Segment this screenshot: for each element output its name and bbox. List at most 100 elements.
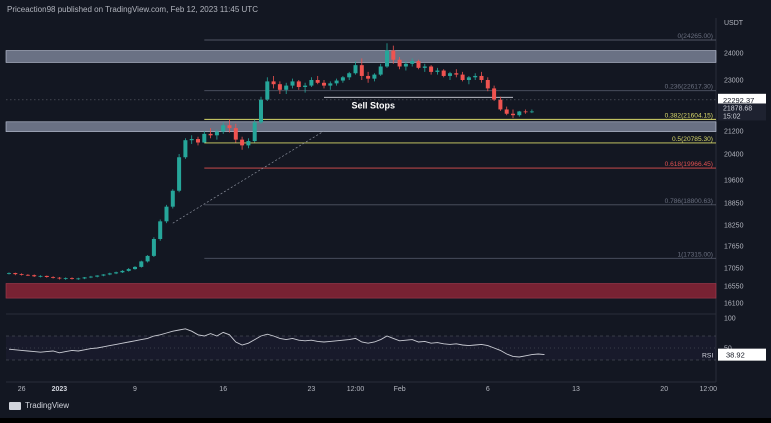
candle-body [196, 139, 200, 143]
candle-body [359, 65, 364, 76]
candle-body [189, 139, 194, 141]
candle-body [70, 278, 74, 279]
candle-body [120, 270, 125, 273]
candle-body [441, 70, 446, 76]
price-axis-tick: 19600 [724, 178, 744, 185]
publisher-header: Priceaction98 published on TradingView.c… [7, 5, 258, 14]
candle-body [347, 73, 352, 78]
bar-countdown-label: 15:02 [723, 113, 741, 120]
candle-body [303, 85, 308, 87]
candle-body [271, 81, 276, 85]
candle-body [82, 277, 87, 279]
candle-body [133, 266, 137, 270]
last-close-label: 21878.68 [723, 105, 752, 112]
candle-body [57, 277, 62, 279]
candle-body [429, 66, 434, 72]
price-axis-unit: USDT [724, 20, 744, 27]
price-axis-tick: 18250 [724, 223, 744, 230]
time-axis-tick: 23 [308, 386, 316, 393]
price-axis-tick: 21200 [724, 129, 744, 136]
candle-body [240, 139, 245, 146]
fib-level-label: 0.236(22617.30) [665, 84, 713, 91]
time-axis-tick: 2023 [52, 386, 68, 393]
current-price-label: 22292.37 [723, 96, 754, 105]
rsi-axis-tick: 100 [724, 316, 736, 323]
fib-level-label: 0.618(19966.45) [665, 161, 713, 168]
candle-body [88, 276, 93, 278]
candle-body [529, 111, 534, 113]
resistance-zone [5, 50, 717, 63]
candle-body [63, 278, 68, 279]
price-axis-tick: 23000 [724, 78, 744, 85]
time-axis-tick: 26 [18, 386, 26, 393]
candle-body [511, 113, 515, 116]
time-axis-tick: 20 [660, 386, 668, 393]
candle-body [38, 275, 43, 277]
candle-body [246, 141, 251, 146]
candle-body [410, 61, 415, 64]
candle-body [517, 111, 522, 116]
current-price-tag [718, 93, 766, 106]
candle-body [183, 140, 188, 158]
candle-body [397, 59, 402, 67]
candle-body [208, 133, 213, 136]
price-axis-tick: 16100 [724, 301, 744, 308]
price-axis-tick: 24000 [724, 51, 744, 58]
tradingview-brand-label: TradingView [25, 401, 70, 410]
candle-body [340, 77, 345, 81]
candle-body [479, 75, 484, 80]
candle-body [139, 261, 144, 267]
candle-body [177, 157, 182, 191]
last-close-tag [718, 103, 766, 121]
candle-body [334, 80, 339, 84]
candle-body [25, 274, 30, 276]
candle-body [126, 269, 131, 271]
rsi-line [8, 328, 545, 358]
price-axis-tick: 16550 [724, 284, 744, 291]
time-axis-tick: 12:00 [700, 386, 718, 393]
tradingview-logo-icon [9, 401, 21, 410]
candle-body [466, 77, 471, 80]
candle-body [32, 275, 37, 277]
candle-body [221, 125, 226, 132]
candle-body [95, 275, 100, 277]
candle-body [277, 84, 282, 90]
fib-level-label: 0(24265.00) [677, 33, 713, 40]
candle-body [13, 273, 18, 275]
price-axis-tick: 18850 [724, 201, 744, 208]
candle-body [164, 206, 169, 222]
candle-body [454, 73, 459, 75]
candle-body [315, 80, 320, 83]
candle-body [523, 111, 528, 113]
candle-body [435, 70, 440, 72]
tradingview-brand[interactable]: TradingView [9, 401, 69, 410]
candle-body [19, 274, 24, 275]
candle-body [158, 221, 163, 239]
candle-body [170, 190, 175, 207]
fib-level-label: 0.786(18800.63) [665, 198, 713, 205]
time-axis-tick: Feb [394, 386, 406, 393]
candle-body [322, 82, 326, 86]
time-axis-tick: 6 [486, 386, 490, 393]
candle-body [366, 75, 371, 79]
candle-body [372, 74, 377, 79]
candle-body [101, 274, 106, 276]
candle-body [227, 125, 232, 129]
demand-zone [5, 283, 717, 299]
candle-body [448, 73, 452, 76]
candle-body [422, 66, 427, 68]
time-axis-tick: 16 [219, 386, 227, 393]
candle-body [51, 277, 56, 278]
rsi-value-label: 38.92 [726, 351, 745, 360]
candle-body [252, 122, 257, 142]
candle-body [403, 63, 408, 67]
candle-body [498, 99, 503, 110]
candle-body [504, 109, 509, 114]
candle-body [391, 50, 396, 60]
support-zone [5, 121, 717, 132]
fib-level-label: 0.5(20785.30) [672, 136, 713, 143]
candle-body [353, 65, 358, 74]
candle-body [114, 272, 119, 274]
candle-body [44, 275, 49, 277]
